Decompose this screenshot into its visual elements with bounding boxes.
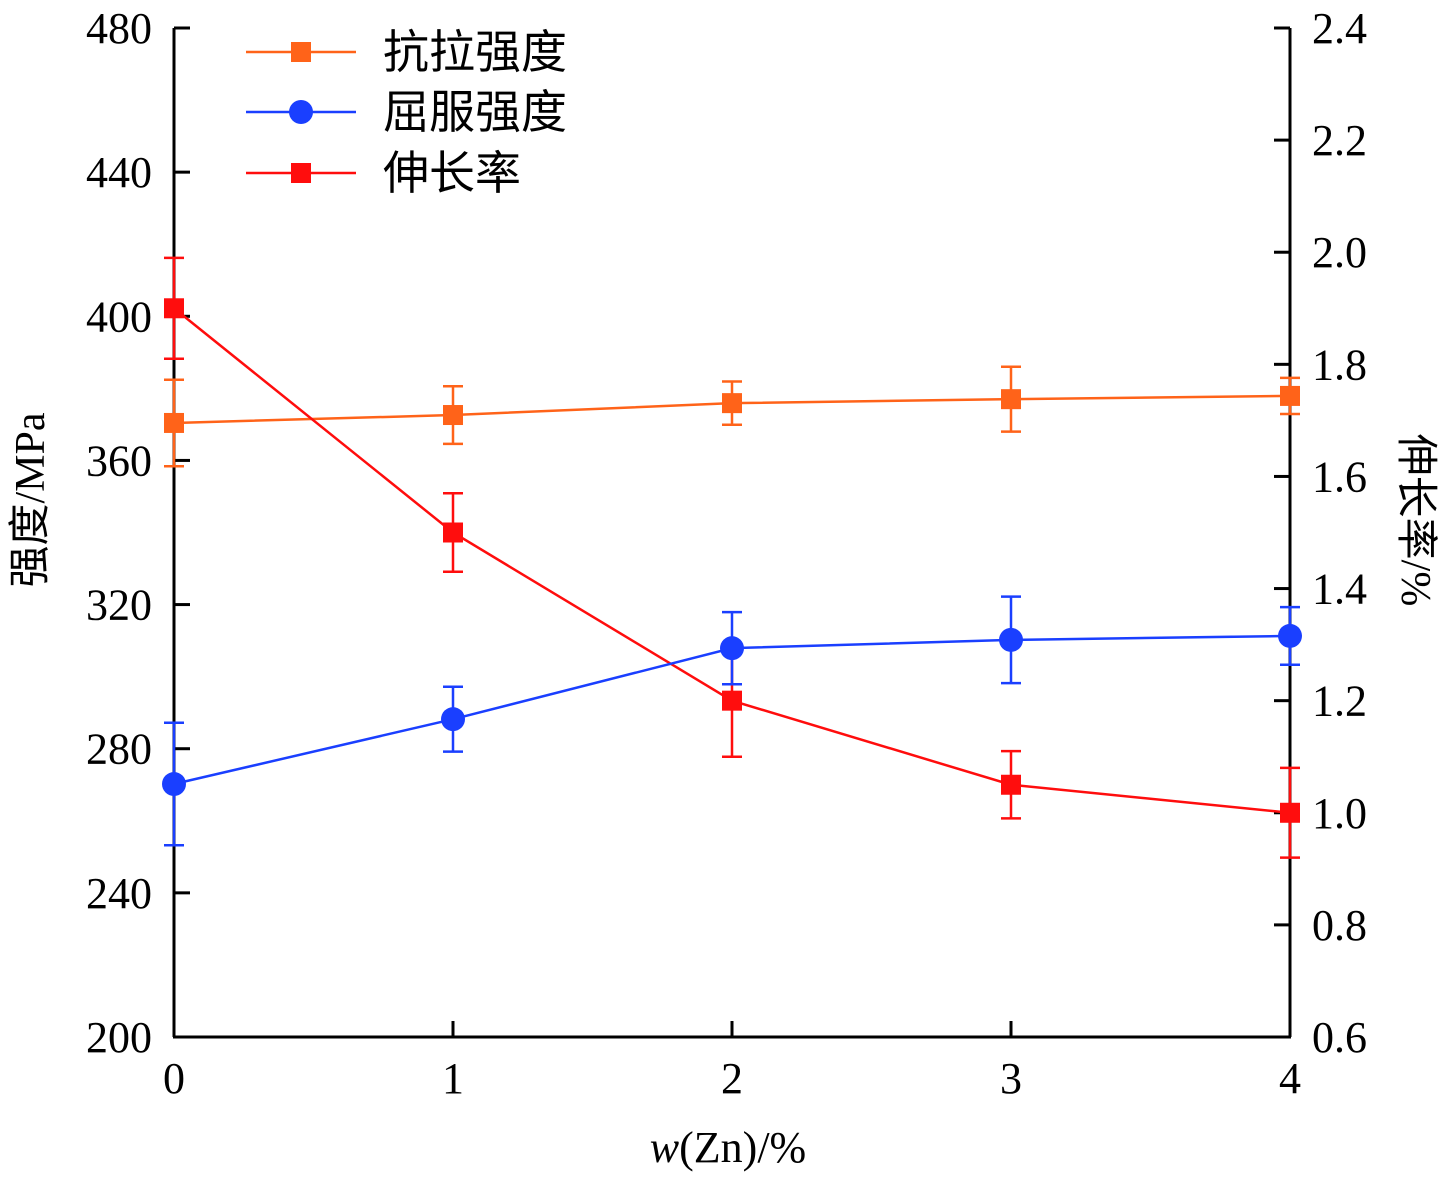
data-point	[1280, 802, 1300, 823]
series-1	[162, 595, 1302, 847]
legend-marker-square	[291, 42, 311, 62]
y-left-tick-label: 360	[86, 436, 152, 485]
y-right-tick-label: 2.4	[1312, 4, 1367, 53]
y-left-tick-label: 200	[86, 1013, 152, 1062]
x-tick-label: 1	[442, 1054, 464, 1103]
y-right-tick-label: 0.6	[1312, 1013, 1367, 1062]
y-right-tick-label: 1.6	[1312, 452, 1367, 501]
data-point	[1001, 774, 1021, 795]
data-point	[720, 636, 744, 661]
data-point	[443, 405, 463, 426]
data-point	[1278, 623, 1302, 648]
legend-label: 屈服强度	[383, 85, 567, 139]
series-layer	[162, 256, 1302, 859]
series-0	[164, 365, 1300, 468]
data-point	[999, 627, 1023, 652]
y-right-tick-label: 0.8	[1312, 901, 1367, 950]
x-tick-label: 3	[1000, 1054, 1022, 1103]
y-right-tick-label: 1.0	[1312, 789, 1367, 838]
data-point	[164, 298, 184, 319]
x-axis-title-variable: w	[650, 1123, 680, 1172]
legend-item: 抗拉强度	[246, 25, 567, 79]
x-axis-title: w(Zn)/%	[650, 1123, 806, 1172]
y-left-tick-label: 320	[86, 581, 152, 630]
y-left-tick-label: 480	[86, 4, 152, 53]
x-axis-title-unit: (Zn)/%	[679, 1123, 806, 1172]
legend-item: 屈服强度	[246, 85, 567, 139]
data-point	[162, 772, 186, 797]
y-left-tick-label: 240	[86, 869, 152, 918]
y-right-tick-label: 2.0	[1312, 228, 1367, 277]
data-point	[443, 522, 463, 543]
y-left-tick-label: 280	[86, 725, 152, 774]
data-point	[1001, 389, 1021, 410]
y-axis-left-title: 强度/MPa	[8, 412, 54, 587]
legend-label: 伸长率	[383, 146, 521, 200]
y-right-tick-label: 1.4	[1312, 565, 1367, 614]
x-tick-label: 0	[163, 1054, 185, 1103]
legend-item: 伸长率	[246, 146, 521, 200]
data-point	[441, 707, 465, 732]
y-axis-right-title: 伸长率/%	[1392, 434, 1439, 607]
y-right-tick-label: 1.8	[1312, 340, 1367, 389]
data-point	[1280, 385, 1300, 406]
y-right-tick-label: 1.2	[1312, 677, 1367, 726]
y-left-tick-label: 400	[86, 292, 152, 341]
data-point	[164, 412, 184, 433]
data-point	[722, 393, 742, 414]
y-left-tick-label: 440	[86, 148, 152, 197]
axes: 0 1 2 3 4 200 240 280 320 360 400 440 480 0.6 0.8 1.0 1.…	[86, 4, 1367, 1103]
legend-marker-circle	[289, 100, 313, 124]
series-2	[164, 256, 1300, 859]
y-right-tick-label: 2.2	[1312, 116, 1367, 165]
legend-label: 抗拉强度	[383, 25, 567, 79]
x-tick-label: 4	[1279, 1054, 1301, 1103]
legend-marker-square	[291, 163, 311, 183]
x-tick-label: 2	[721, 1054, 743, 1103]
data-point	[722, 690, 742, 711]
